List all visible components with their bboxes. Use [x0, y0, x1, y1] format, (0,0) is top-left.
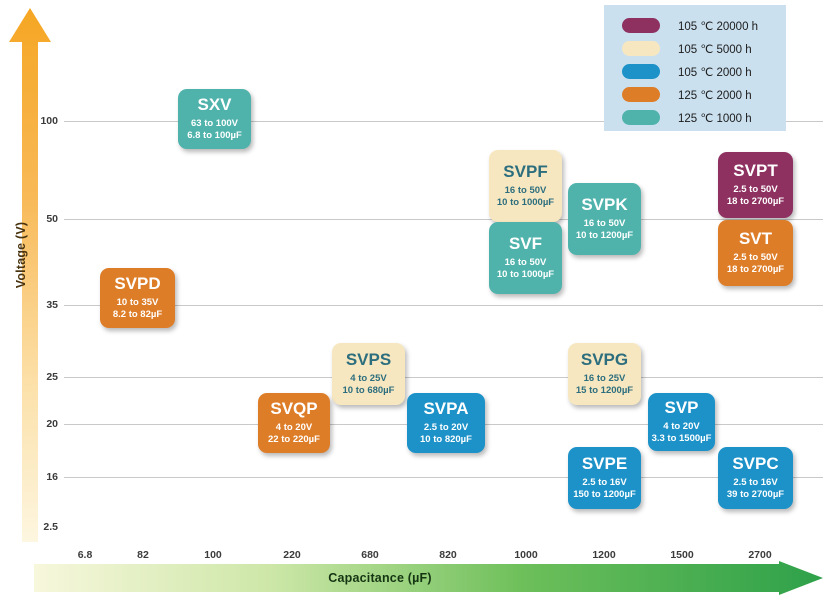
legend-swatch — [622, 41, 660, 56]
legend-label: 105 ℃ 5000 h — [678, 43, 752, 56]
gridline-25 — [64, 377, 823, 378]
product-box-svpc[interactable]: SVPC 2.5 to 16V 39 to 2700µF — [718, 447, 793, 509]
y-tick-label: 20 — [46, 418, 58, 430]
x-tick-label: 820 — [439, 549, 457, 561]
gridline-100 — [64, 121, 823, 122]
product-capacitance-range: 6.8 to 100µF — [187, 130, 242, 142]
x-tick-label: 1000 — [514, 549, 538, 561]
x-tick-label: 6.8 — [77, 549, 93, 561]
product-capacitance-range: 150 to 1200µF — [573, 489, 636, 501]
product-name: SVPS — [345, 349, 392, 369]
product-capacitance-range: 10 to 1000µF — [496, 197, 555, 209]
x-axis-title: Capacitance (µF) — [328, 571, 432, 585]
product-capacitance-range: 18 to 2700µF — [726, 264, 785, 276]
product-name: SVPC — [732, 453, 779, 473]
product-box-svpg[interactable]: SVPG 16 to 25V 15 to 1200µF — [568, 343, 641, 405]
capacitance-axis-arrow — [34, 561, 824, 595]
product-capacitance-range: 3.3 to 1500µF — [651, 433, 712, 445]
product-box-svpa[interactable]: SVPA 2.5 to 20V 10 to 820µF — [407, 393, 485, 453]
product-name: SVPF — [503, 161, 548, 181]
product-box-svt[interactable]: SVT 2.5 to 50V 18 to 2700µF — [718, 220, 793, 286]
product-box-svf[interactable]: SVF 16 to 50V 10 to 1000µF — [489, 222, 562, 294]
x-tick-label: 1500 — [670, 549, 694, 561]
product-capacitance-range: 22 to 220µF — [268, 434, 320, 446]
product-capacitance-range: 18 to 2700µF — [726, 196, 785, 208]
product-name: SVT — [738, 228, 773, 248]
product-voltage-range: 4 to 20V — [275, 422, 313, 434]
product-voltage-range: 2.5 to 50V — [733, 252, 778, 264]
product-name: SVPA — [423, 398, 469, 418]
product-voltage-range: 10 to 35V — [116, 297, 159, 309]
product-voltage-range: 2.5 to 50V — [733, 184, 778, 196]
product-voltage-range: 4 to 25V — [350, 373, 387, 385]
product-voltage-range: 16 to 50V — [504, 185, 547, 197]
legend-item[interactable]: 105 ℃ 2000 h — [604, 60, 786, 83]
x-tick-label: 1200 — [592, 549, 616, 561]
product-name: SVPK — [581, 194, 628, 214]
y-tick-label: 50 — [46, 213, 58, 225]
legend-label: 105 ℃ 20000 h — [678, 20, 759, 33]
product-voltage-range: 63 to 100V — [191, 118, 238, 130]
product-box-svqp[interactable]: SVQP 4 to 20V 22 to 220µF — [258, 393, 330, 453]
y-tick-label: 25 — [46, 371, 58, 383]
product-capacitance-range: 39 to 2700µF — [726, 489, 785, 501]
legend-item[interactable]: 105 ℃ 5000 h — [604, 37, 786, 60]
x-tick-label: 100 — [204, 549, 222, 561]
y-tick-label: 100 — [40, 115, 58, 127]
product-box-svp[interactable]: SVP 4 to 20V 3.3 to 1500µF — [648, 393, 715, 451]
product-capacitance-range: 10 to 680µF — [342, 385, 395, 397]
legend-swatch — [622, 87, 660, 102]
x-tick-label: 680 — [361, 549, 379, 561]
product-name: SVP — [664, 397, 699, 417]
product-name: SVPD — [114, 273, 161, 293]
product-box-svpt[interactable]: SVPT 2.5 to 50V 18 to 2700µF — [718, 152, 793, 218]
product-capacitance-range: 10 to 1200µF — [575, 230, 634, 242]
product-voltage-range: 4 to 20V — [663, 421, 700, 433]
product-capacitance-range: 15 to 1200µF — [575, 385, 634, 397]
legend-item[interactable]: 105 ℃ 20000 h — [604, 14, 786, 37]
y-tick-label: 35 — [46, 299, 58, 311]
product-voltage-range: 2.5 to 16V — [582, 477, 627, 489]
product-voltage-range: 16 to 50V — [504, 257, 547, 269]
product-voltage-range: 2.5 to 20V — [423, 422, 469, 434]
x-tick-label: 2700 — [748, 549, 772, 561]
product-box-svpf[interactable]: SVPF 16 to 50V 10 to 1000µF — [489, 150, 562, 222]
product-voltage-range: 16 to 25V — [583, 373, 626, 385]
x-tick-label: 220 — [283, 549, 301, 561]
gridline-16 — [64, 477, 823, 478]
gridline-50 — [64, 219, 823, 220]
product-name: SVPT — [733, 160, 778, 180]
x-tick-label: 82 — [137, 549, 149, 561]
product-capacitance-range: 8.2 to 82µF — [112, 309, 163, 321]
product-name: SVQP — [270, 398, 318, 418]
y-tick-label: 16 — [46, 471, 58, 483]
product-box-svpd[interactable]: SVPD 10 to 35V 8.2 to 82µF — [100, 268, 175, 328]
product-voltage-range: 16 to 50V — [583, 218, 626, 230]
product-capacitance-range: 10 to 1000µF — [496, 269, 555, 281]
legend-swatch — [622, 18, 660, 33]
product-name: SVPE — [581, 453, 628, 473]
product-box-svpk[interactable]: SVPK 16 to 50V 10 to 1200µF — [568, 183, 641, 255]
voltage-axis-arrow — [8, 6, 52, 542]
legend-item[interactable]: 125 ℃ 1000 h — [604, 106, 786, 129]
legend-item[interactable]: 125 ℃ 2000 h — [604, 83, 786, 106]
product-name: SVPG — [580, 349, 629, 369]
legend-label: 125 ℃ 1000 h — [678, 112, 752, 125]
product-box-svps[interactable]: SVPS 4 to 25V 10 to 680µF — [332, 343, 405, 405]
product-name: SXV — [197, 94, 232, 114]
product-capacitance-range: 10 to 820µF — [420, 434, 472, 446]
product-box-svpe[interactable]: SVPE 2.5 to 16V 150 to 1200µF — [568, 447, 641, 509]
product-name: SVF — [508, 233, 543, 253]
product-voltage-range: 2.5 to 16V — [733, 477, 778, 489]
y-tick-label: 2.5 — [43, 521, 58, 533]
legend-swatch — [622, 110, 660, 125]
gridline-35 — [64, 305, 823, 306]
product-box-sxv[interactable]: SXV 63 to 100V 6.8 to 100µF — [178, 89, 251, 149]
legend-label: 125 ℃ 2000 h — [678, 89, 752, 102]
legend-label: 105 ℃ 2000 h — [678, 66, 752, 79]
legend: 105 ℃ 20000 h 105 ℃ 5000 h 105 ℃ 2000 h 125… — [604, 5, 786, 131]
legend-swatch — [622, 64, 660, 79]
